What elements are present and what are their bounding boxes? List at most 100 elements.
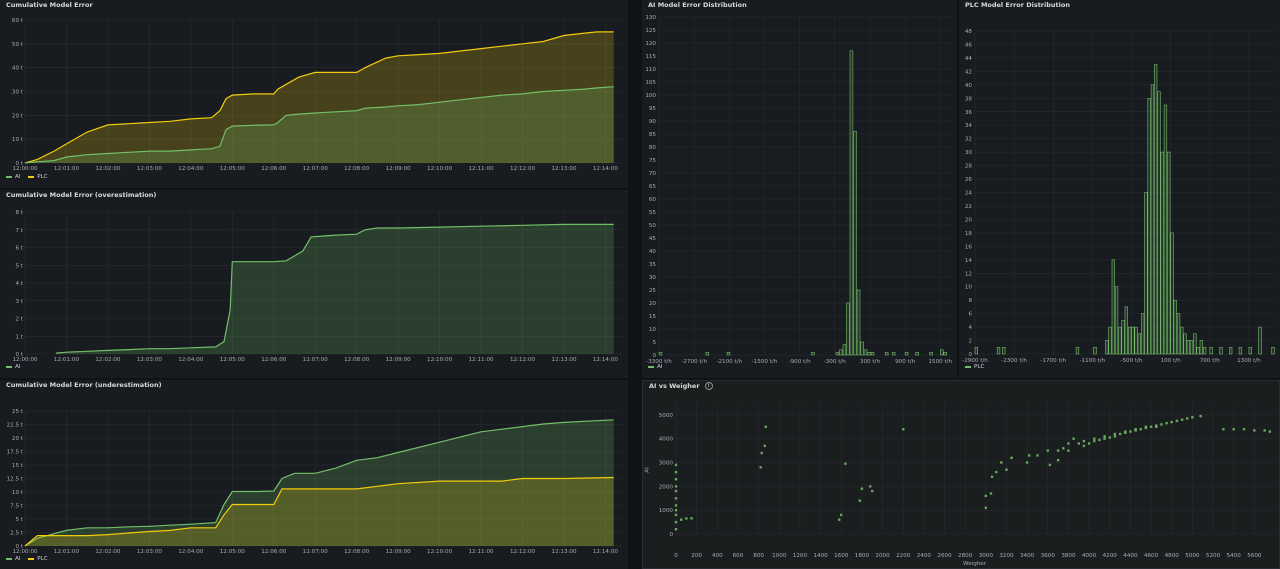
scatter-point (990, 475, 994, 478)
legend-item-plc[interactable]: PLC (28, 556, 48, 562)
histogram-bar (1219, 346, 1223, 355)
panel-ai-vs-weigher[interactable]: AI vs Weigher i 0 1000 2000 3000 4000 5000 0 200… (642, 380, 1280, 569)
scatter-point (674, 489, 678, 493)
panel-title-text: AI vs Weigher (649, 382, 700, 390)
legend-item-ai[interactable]: AI (648, 364, 662, 370)
legend-item-plc[interactable]: PLC (28, 174, 48, 180)
scatter-point (995, 470, 998, 474)
x-tick-label: 3400 (1020, 553, 1035, 559)
x-tick-label: -900 t/h (789, 359, 812, 365)
legend: AI (648, 364, 668, 370)
scatter-point (1165, 422, 1168, 425)
y-tick-label: 120 (645, 41, 656, 47)
scatter-point (1134, 429, 1137, 432)
histogram-bar (1160, 151, 1164, 355)
scatter-point (1118, 432, 1122, 436)
x-tick-label: 12:03:00 (137, 357, 163, 363)
scatter-point (1222, 428, 1225, 431)
scatter-point (902, 428, 905, 431)
scatter-point (1199, 414, 1202, 418)
y-tick-label: 8 t (15, 210, 23, 216)
y-tick-label: 17.5 t (7, 450, 24, 456)
x-tick-label: 2600 (937, 553, 952, 559)
histogram-bar (860, 341, 864, 356)
scatter-point (984, 506, 987, 509)
ai-vs-weigher-scatter: 0 1000 2000 3000 4000 5000 0 200 400 600 800 1000 12… (659, 403, 1275, 559)
legend-item-ai[interactable]: AI (6, 364, 20, 370)
x-tick-label: 12:08:00 (344, 357, 370, 363)
x-tick-label: 12:06:00 (261, 166, 287, 172)
x-tick-label: 0 (674, 553, 678, 559)
panel-plc-error-distribution[interactable]: PLC Model Error Distribution 0 2 4 6 8 10 12 14… (959, 0, 1280, 378)
scatter-point (1082, 444, 1086, 448)
panel-title: Cumulative Model Error (overestimation) (6, 191, 157, 199)
histogram-bar (1134, 326, 1138, 355)
scatter-point (1129, 430, 1132, 433)
legend-item-plc[interactable]: PLC (965, 364, 984, 370)
panel-underestimation[interactable]: Cumulative Model Error (underestimation)… (0, 380, 628, 569)
y-tick-label: 46 (965, 42, 973, 48)
x-tick-label: 12:04:00 (178, 357, 204, 363)
x-tick-label: 12:09:00 (386, 357, 412, 363)
y-tick-label: 42 (965, 69, 972, 75)
x-tick-label: 1200 (793, 553, 808, 559)
y-tick-label: 7.5 t (10, 504, 24, 510)
panel-ai-error-distribution[interactable]: AI Model Error Distribution 0 5 10 15 20 25 30… (642, 0, 957, 378)
series-line-plc (24, 476, 614, 547)
y-tick-label: 15 t (12, 463, 24, 469)
y-tick-label: 38 (965, 96, 973, 102)
scatter-point (1028, 454, 1031, 457)
y-tick-label: 30 (965, 150, 973, 156)
histogram-bar (1114, 286, 1119, 355)
y-tick-label: 50 t (12, 42, 24, 48)
histogram-bar (867, 352, 871, 356)
scatter-point (674, 509, 678, 512)
y-tick-label: 0 (652, 353, 656, 359)
x-tick-label: 1300 t/h (1237, 358, 1261, 364)
x-tick-label: 12:07:00 (303, 549, 329, 555)
scatter-point (989, 492, 993, 495)
histogram-bar (1105, 340, 1109, 355)
panel-cumulative-model-error[interactable]: Cumulative Model Error 0 t 10 t 20 t 30 t 40… (0, 0, 628, 188)
y-tick-label: 0 (669, 532, 673, 538)
x-tick-label: 1600 (834, 553, 849, 559)
x-tick-label: 12:07:00 (303, 357, 329, 363)
histogram-bar (891, 352, 896, 356)
scatter-point (1134, 428, 1137, 431)
histogram-bar (1144, 192, 1148, 355)
histogram-bar (1093, 346, 1097, 355)
x-tick-label: 300 t/h (860, 359, 881, 365)
scatter-point (674, 478, 678, 481)
scatter-point (680, 518, 683, 521)
y-tick-label: 24 (965, 191, 973, 197)
info-icon[interactable]: i (704, 382, 713, 390)
legend-item-ai[interactable]: AI (6, 174, 20, 180)
histogram-bar (1183, 333, 1187, 355)
x-tick-label: 12:11:00 (468, 166, 494, 172)
series-area-plc (25, 477, 614, 546)
x-tick-label: 12:02:00 (95, 549, 121, 555)
panel-overestimation[interactable]: Cumulative Model Error (overestimation) … (0, 190, 628, 378)
scatter-point (1025, 461, 1029, 464)
y-tick-label: 5 (652, 340, 656, 346)
histogram-bar (1121, 320, 1125, 355)
x-tick-label: 12:04:00 (178, 166, 204, 172)
y-tick-label: 20 t (12, 113, 24, 119)
y-axis-title: AI (644, 467, 651, 473)
scatter-point (1149, 425, 1153, 428)
scatter-point (1139, 428, 1142, 431)
x-tick-label: 12:05:00 (220, 549, 246, 555)
scatter-point (860, 487, 864, 490)
legend-item-ai[interactable]: AI (6, 556, 20, 562)
scatter-point (1186, 417, 1189, 420)
y-tick-label: 22.5 t (7, 423, 24, 429)
x-tick-label: 700 t/h (1200, 358, 1221, 364)
x-tick-label: 12:09:00 (386, 166, 412, 172)
scatter-point (1103, 435, 1106, 438)
legend: PLC (965, 364, 990, 370)
y-tick-label: 30 (649, 275, 657, 281)
panel-title: PLC Model Error Distribution (965, 1, 1070, 9)
y-tick-label: 2.5 t (10, 531, 24, 537)
x-tick-label: 12:10:00 (427, 166, 453, 172)
histogram-bar (1209, 346, 1213, 355)
